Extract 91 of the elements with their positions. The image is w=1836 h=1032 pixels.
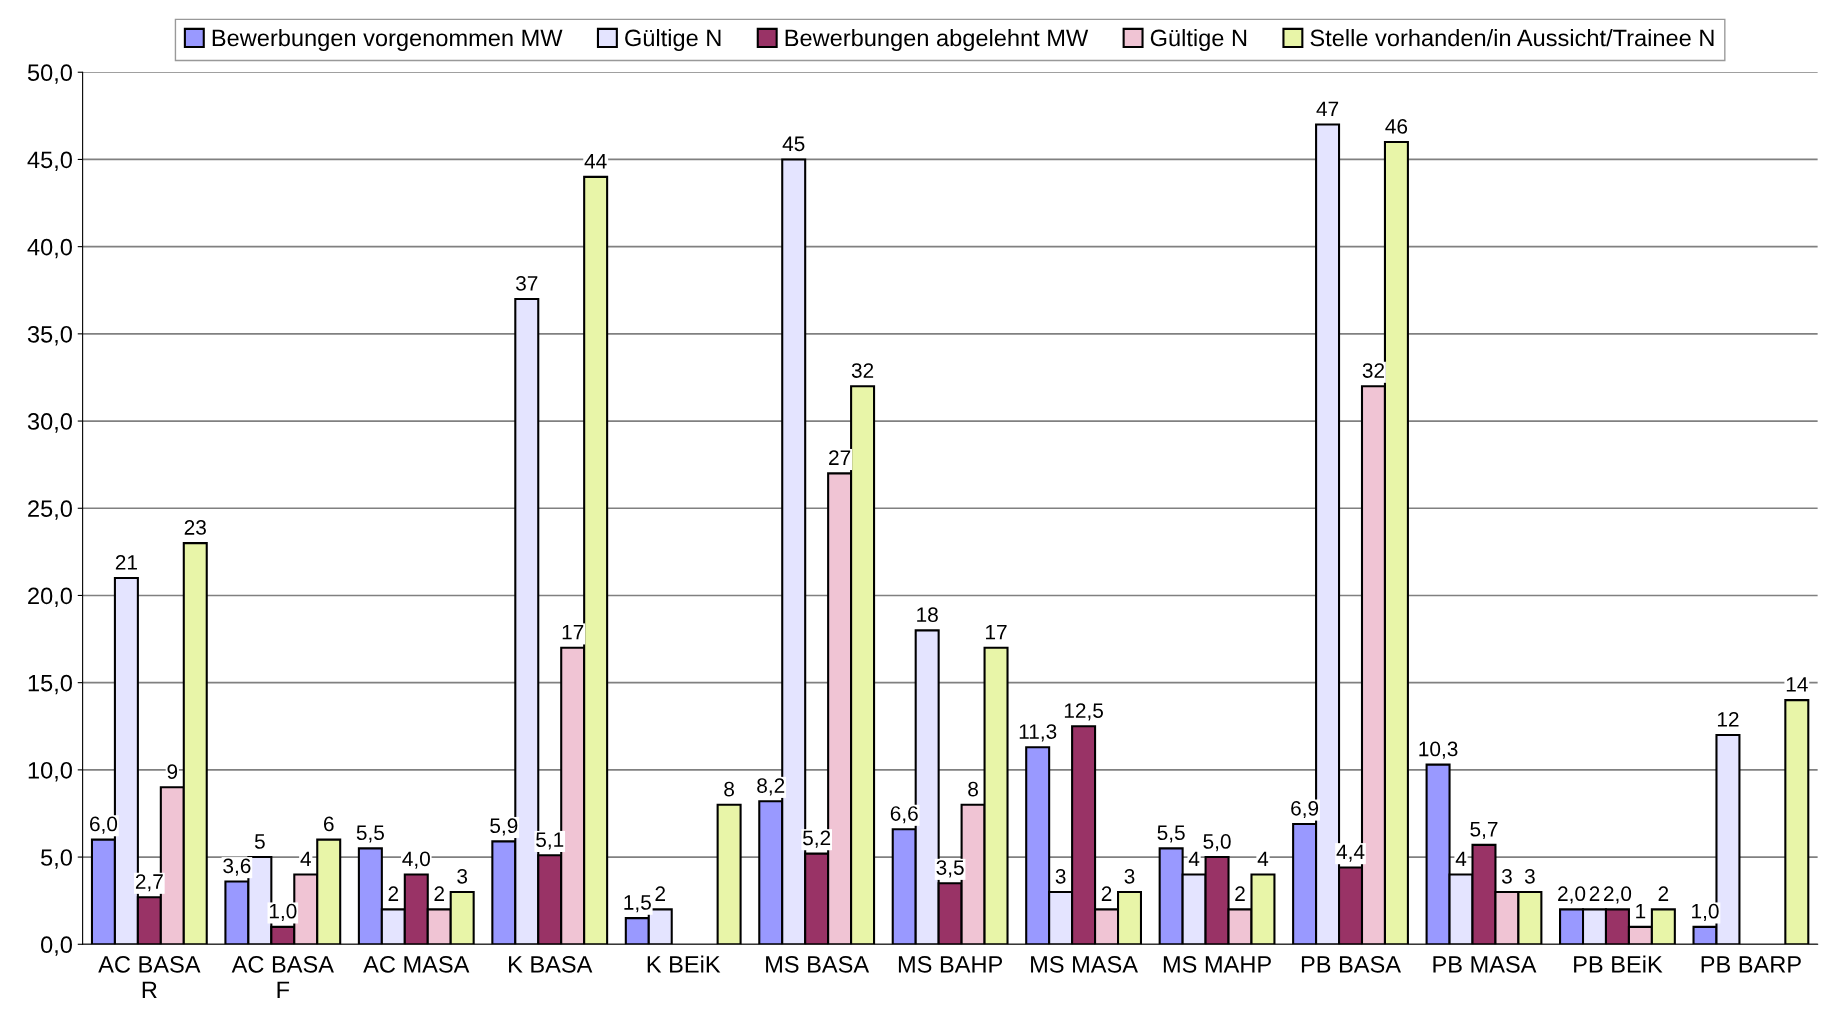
- x-tick-label: PB BASA: [1301, 956, 1401, 973]
- data-label: 45: [782, 136, 805, 152]
- y-tick-label: 45,0: [27, 151, 72, 172]
- data-label: 27: [829, 450, 851, 465]
- data-label: 3: [1501, 868, 1512, 884]
- y-tick-label: 40,0: [27, 238, 72, 259]
- data-label: 5,0: [1203, 834, 1231, 852]
- data-label: 17: [986, 624, 1007, 640]
- data-label: 12,5: [1064, 703, 1103, 721]
- data-label: 2: [1235, 886, 1245, 901]
- data-label: 9: [167, 764, 178, 780]
- data-label: 3: [457, 868, 468, 884]
- x-tick-label: PB BEiK: [1574, 955, 1663, 973]
- x-tick-label: K BEiK: [647, 955, 721, 973]
- data-label: 4: [300, 851, 311, 867]
- data-label: 17: [562, 624, 584, 640]
- data-label: 8,2: [757, 778, 785, 796]
- data-label: 2,0: [1604, 886, 1632, 904]
- data-label: 6,6: [890, 806, 918, 824]
- data-label: 12: [1717, 711, 1739, 727]
- data-label: 6,9: [1291, 800, 1319, 819]
- data-label: 5,9: [490, 818, 518, 836]
- y-tick-label: 50,0: [27, 64, 72, 84]
- data-label: 2,7: [135, 874, 163, 892]
- x-tick-label: PB BARP: [1701, 956, 1801, 973]
- data-label: 3: [1124, 868, 1135, 884]
- y-tick-label: 25,0: [28, 500, 72, 520]
- data-label: 3,5: [936, 860, 964, 878]
- data-label: 6: [323, 816, 334, 832]
- data-label: 5,1: [536, 832, 564, 850]
- y-tick-label: 0,0: [41, 936, 72, 956]
- data-label: 6,0: [90, 816, 118, 834]
- data-label: 3: [1524, 868, 1535, 884]
- data-label: 4,0: [402, 851, 430, 869]
- legend-label: Bewerbungen vorgenommen MW: [212, 28, 563, 51]
- data-label: 2: [655, 886, 665, 901]
- y-tick-label: 35,0: [27, 325, 72, 346]
- data-label: 2: [388, 886, 399, 901]
- data-label: 3: [1055, 868, 1066, 884]
- y-tick-label: 30,0: [27, 413, 72, 433]
- data-label: 1,0: [1692, 903, 1719, 922]
- data-label: 11,3: [1019, 724, 1057, 742]
- x-tick-label: K BASA: [509, 956, 593, 973]
- y-tick-label: 20,0: [28, 587, 72, 608]
- legend-label: Gültige N: [625, 28, 721, 51]
- data-label: 4: [1188, 851, 1200, 867]
- data-label: 10,3: [1419, 741, 1458, 759]
- data-label: 21: [115, 554, 137, 570]
- data-label: 4,4: [1336, 844, 1365, 862]
- legend-label: Bewerbungen abgelehnt MW: [785, 28, 1089, 51]
- data-label: 5,7: [1470, 822, 1498, 840]
- data-label: 32: [1362, 363, 1385, 378]
- legend-label: Stelle vorhanden/in Aussicht/Trainee N: [1310, 28, 1714, 47]
- data-label: 37: [515, 275, 538, 291]
- x-tick-label: AC BASA R: [98, 956, 201, 998]
- y-tick-label: 5,0: [41, 849, 72, 869]
- data-label: 3,6: [223, 858, 251, 876]
- data-label: 5,2: [803, 830, 831, 848]
- y-tick-label: 10,0: [28, 761, 72, 782]
- data-label: 5: [254, 834, 265, 849]
- data-label: 2: [434, 886, 444, 901]
- data-label: 5,5: [356, 825, 384, 843]
- data-label: 1: [1636, 904, 1646, 919]
- data-label: 44: [584, 154, 607, 169]
- x-tick-label: MS BAHP: [898, 956, 1003, 973]
- data-label: 8: [968, 781, 978, 797]
- data-label: 5,5: [1157, 825, 1185, 843]
- data-label: 14: [1786, 677, 1808, 692]
- x-tick-label: MS BASA: [766, 956, 870, 973]
- data-label: 46: [1385, 118, 1408, 134]
- data-label: 18: [917, 607, 938, 623]
- x-tick-label: AC MASA: [363, 956, 470, 973]
- x-tick-label: AC BASA F: [231, 956, 334, 998]
- data-label: 2: [1589, 886, 1600, 901]
- x-tick-label: MS MAHP: [1163, 956, 1271, 973]
- data-label: 2: [1101, 886, 1112, 901]
- data-label: 32: [851, 363, 874, 378]
- x-tick-label: MS MASA: [1031, 956, 1138, 973]
- data-label: 47: [1316, 101, 1339, 117]
- data-label: 4: [1455, 851, 1467, 867]
- data-label: 4: [1257, 851, 1269, 867]
- x-tick-label: PB MASA: [1433, 956, 1537, 973]
- y-tick-label: 15,0: [28, 674, 72, 695]
- bar: [1784, 699, 1810, 945]
- data-label: 2,0: [1558, 886, 1586, 904]
- data-label: 1,5: [624, 895, 651, 913]
- legend-label: Gültige N: [1150, 28, 1247, 51]
- data-label: 2: [1658, 886, 1669, 901]
- data-label: 1,0: [269, 903, 297, 922]
- data-label: 23: [184, 520, 206, 535]
- data-label: 8: [724, 781, 734, 797]
